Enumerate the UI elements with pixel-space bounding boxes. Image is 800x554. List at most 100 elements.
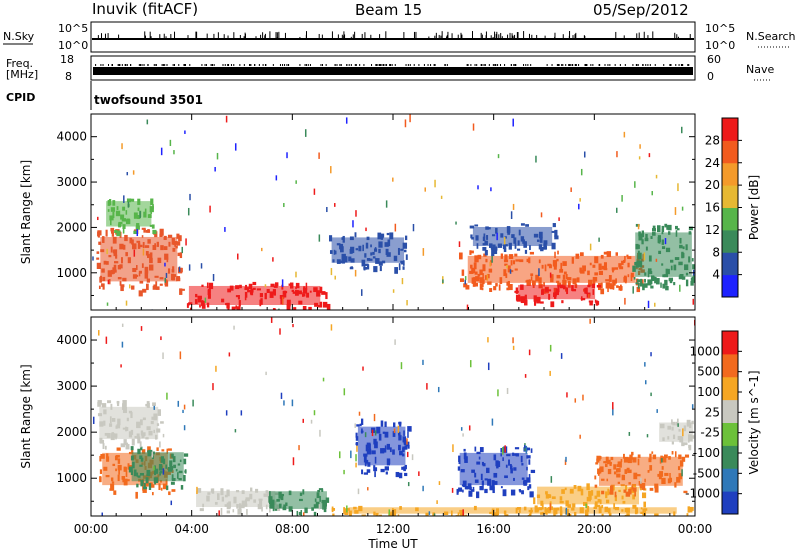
heatmap-cell bbox=[661, 263, 664, 266]
heatmap-cell bbox=[504, 445, 506, 453]
heatmap-cell bbox=[461, 484, 465, 487]
heatmap-cell bbox=[207, 293, 211, 299]
heatmap-cell bbox=[601, 490, 605, 495]
heatmap-cell bbox=[225, 410, 228, 416]
heatmap-cell bbox=[519, 490, 522, 493]
heatmap-cell bbox=[238, 300, 241, 307]
heatmap-cell bbox=[627, 458, 632, 464]
heatmap-cell bbox=[576, 277, 580, 283]
colorbar-tick-label: 24 bbox=[705, 156, 720, 170]
heatmap-cell bbox=[107, 270, 112, 277]
heatmap-cell bbox=[397, 247, 400, 255]
heatmap-cell bbox=[354, 269, 357, 277]
heatmap-cell bbox=[160, 147, 163, 156]
heatmap-cell bbox=[596, 504, 601, 508]
heatmap-cell bbox=[504, 244, 508, 247]
heatmap-cell bbox=[364, 263, 369, 266]
heatmap-cell bbox=[161, 449, 165, 452]
heatmap-cell bbox=[313, 504, 317, 509]
heatmap-cell bbox=[319, 286, 323, 294]
heatmap-cell bbox=[162, 458, 166, 465]
heatmap-cell bbox=[652, 228, 656, 232]
heatmap-cell bbox=[393, 428, 396, 433]
heatmap-cell bbox=[504, 254, 508, 261]
heatmap-cell bbox=[589, 262, 592, 266]
heatmap-cell bbox=[122, 226, 125, 234]
heatmap-cell bbox=[521, 463, 524, 466]
colorbar-tick-label: 1000 bbox=[689, 344, 720, 358]
heatmap-cell bbox=[114, 455, 118, 461]
heatmap-cell bbox=[380, 448, 385, 454]
heatmap-cell bbox=[292, 291, 297, 294]
heatmap-cell bbox=[115, 435, 117, 440]
heatmap-cell bbox=[506, 281, 509, 286]
heatmap-cell bbox=[686, 419, 691, 427]
heatmap-cell bbox=[484, 240, 488, 246]
heatmap-cell bbox=[244, 499, 248, 506]
date-title: 05/Sep/2012 bbox=[593, 1, 689, 19]
heatmap-cell bbox=[691, 279, 695, 283]
heatmap-cell bbox=[422, 359, 424, 365]
heatmap-cell bbox=[269, 291, 274, 298]
heatmap-cell bbox=[129, 237, 133, 244]
heatmap-cell bbox=[356, 424, 360, 427]
heatmap-cell bbox=[556, 274, 561, 279]
heatmap-cell bbox=[540, 246, 544, 252]
heatmap-cell bbox=[641, 492, 647, 499]
heatmap-cell bbox=[643, 283, 648, 288]
heatmap-cell bbox=[402, 266, 405, 270]
heatmap-cell bbox=[659, 471, 663, 477]
heatmap-cell bbox=[127, 463, 130, 470]
heatmap-cell bbox=[140, 457, 144, 462]
heatmap-cell bbox=[594, 256, 599, 264]
heatmap-cell bbox=[473, 505, 477, 511]
heatmap-cell bbox=[305, 282, 308, 291]
heatmap-cell bbox=[564, 487, 567, 491]
heatmap-cell bbox=[152, 204, 154, 209]
heatmap-cell bbox=[515, 259, 520, 262]
heatmap-cell bbox=[614, 491, 617, 498]
heatmap-cell bbox=[634, 261, 637, 266]
heatmap-cell bbox=[367, 462, 371, 467]
heatmap-cell bbox=[181, 246, 184, 254]
heatmap-cell bbox=[400, 362, 403, 370]
heatmap-cell bbox=[177, 400, 180, 407]
heatmap-cell bbox=[280, 300, 284, 305]
heatmap-cell bbox=[179, 252, 183, 259]
heatmap-cell bbox=[116, 230, 121, 237]
heatmap-cell bbox=[160, 487, 163, 491]
heatmap-cell bbox=[554, 235, 559, 240]
heatmap-cell bbox=[334, 275, 336, 280]
heatmap-cell bbox=[507, 265, 511, 273]
heatmap-cell bbox=[582, 265, 586, 272]
heatmap-cell bbox=[331, 508, 336, 511]
heatmap-cell bbox=[155, 281, 158, 287]
heatmap-cell bbox=[543, 282, 545, 287]
heatmap-cell bbox=[364, 253, 367, 258]
heatmap-cell bbox=[682, 246, 685, 250]
heatmap-cell bbox=[103, 466, 108, 471]
heatmap-cell bbox=[506, 265, 508, 269]
heatmap-cell bbox=[513, 467, 517, 471]
heatmap-cell bbox=[637, 252, 642, 260]
heatmap-cell bbox=[480, 473, 483, 481]
heatmap-cell bbox=[160, 456, 164, 463]
heatmap-cell bbox=[308, 306, 312, 310]
heatmap-cell bbox=[642, 283, 645, 291]
heatmap-cell bbox=[314, 302, 319, 307]
heatmap-cell bbox=[263, 493, 268, 497]
heatmap-cell bbox=[538, 507, 543, 511]
heatmap-cell bbox=[528, 459, 531, 465]
heatmap-cell bbox=[634, 491, 636, 497]
heatmap-cell bbox=[507, 229, 511, 235]
heatmap-cell bbox=[128, 466, 133, 473]
heatmap-cell bbox=[314, 498, 317, 502]
heatmap-cell bbox=[123, 466, 127, 472]
heatmap-cell bbox=[141, 235, 144, 238]
heatmap-cell bbox=[105, 474, 110, 478]
heatmap-cell bbox=[479, 283, 484, 288]
heatmap-cell bbox=[462, 509, 464, 516]
heatmap-cell bbox=[644, 362, 646, 367]
heatmap-cell bbox=[199, 304, 201, 308]
heatmap-cell bbox=[156, 241, 159, 247]
